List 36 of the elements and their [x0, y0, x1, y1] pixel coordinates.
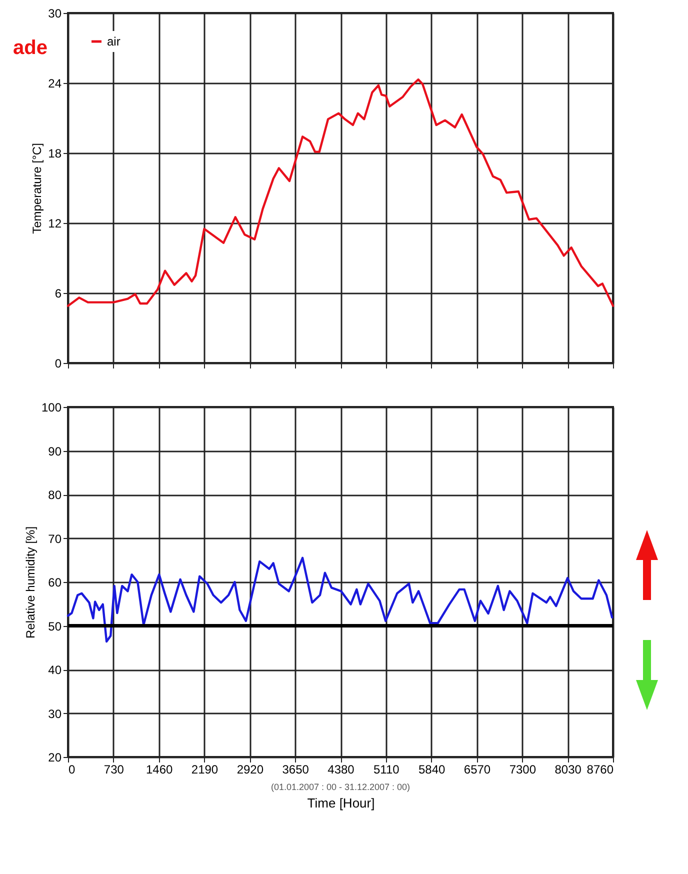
y-tick-label: 12 [48, 216, 62, 230]
line-series [66, 78, 614, 307]
y-tick-label: 24 [48, 76, 62, 90]
x-tick-label: 5110 [374, 762, 400, 776]
y-tick-label: 6 [54, 286, 62, 300]
x-tick-label: 8760 [586, 762, 614, 776]
y-tick-label: 100 [41, 400, 62, 414]
x-axis-title: Time [Hour] [307, 796, 375, 810]
y-tick-label: 18 [48, 146, 62, 160]
line-series [66, 556, 614, 643]
x-tick-label: 0 [68, 762, 76, 776]
text: (01.01.2007 : 00 - 31.12.2007 : 00) [270, 782, 410, 792]
x-tick-label: 1460 [146, 762, 174, 776]
x-tick-label: 2190 [191, 762, 218, 776]
y-tick-label: 20 [48, 750, 62, 764]
x-tick-label: 5840 [418, 762, 446, 776]
x-tick-label: 8030 [554, 762, 582, 776]
text: ade [13, 37, 48, 59]
y-tick-label: 80 [48, 488, 62, 502]
x-tick-label: 730 [104, 762, 124, 776]
x-tick-label: 3650 [282, 762, 310, 776]
x-tick-label: 7300 [509, 762, 536, 776]
x-tick-label: 4380 [328, 762, 355, 776]
y-tick-label: 70 [48, 532, 62, 546]
y-tick-label: 0 [54, 356, 62, 370]
y-tick-label: 30 [48, 6, 62, 20]
y-tick-label: 30 [48, 706, 62, 721]
y-tick-label: 60 [48, 576, 62, 590]
legend-label: air [107, 34, 120, 48]
y-tick-label: 90 [48, 444, 62, 458]
x-tick-label: 6570 [464, 762, 491, 776]
x-tick-label: 2920 [236, 762, 264, 776]
y-axis-title: Temperature [°C] [30, 143, 44, 234]
y-tick-label: 50 [48, 619, 62, 634]
y-axis-title: Relative humidity [%] [23, 526, 38, 639]
y-tick-label: 40 [48, 663, 62, 677]
